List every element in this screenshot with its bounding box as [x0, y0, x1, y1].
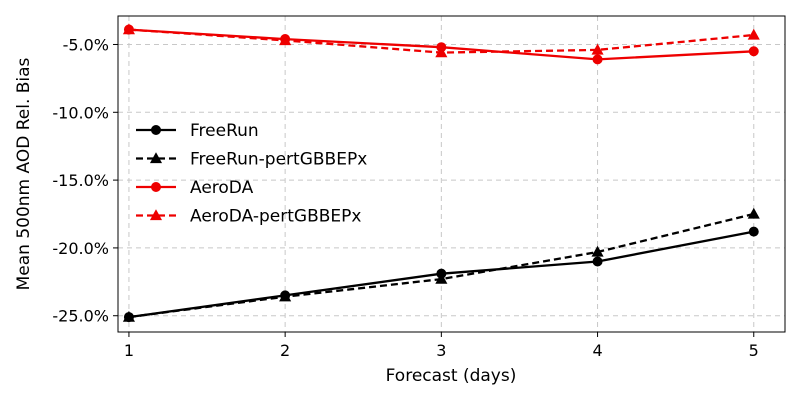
legend-item-freerun: FreeRun: [136, 121, 259, 141]
legend-label: FreeRun: [190, 121, 259, 141]
x-axis-label: Forecast (days): [386, 366, 517, 386]
x-tick-label: 5: [749, 341, 759, 360]
legend: FreeRun FreeRun-pertGBBEPx AeroDA AeroDA-pe…: [136, 121, 367, 227]
data-point-freerun-pertgbbepx: [122, 310, 135, 322]
data-point-aeroda-pertgbbepx: [747, 28, 760, 40]
x-tick-label: 2: [280, 341, 290, 360]
legend-marker: [149, 209, 163, 221]
x-tick-label: 4: [592, 341, 602, 360]
data-point-aeroda-pertgbbepx: [122, 23, 135, 35]
y-tick-label: -10.0%: [52, 103, 109, 122]
data-point-aeroda-pertgbbepx: [435, 46, 448, 58]
data-point-freerun-pertgbbepx: [747, 207, 760, 219]
data-point-aeroda-pertgbbepx: [279, 34, 292, 46]
data-point-aeroda: [748, 46, 759, 57]
y-tick-label: -20.0%: [52, 239, 109, 258]
grid: [118, 16, 785, 332]
y-axis-label: Mean 500nm AOD Rel. Bias: [14, 57, 34, 290]
y-tick-label: -5.0%: [63, 35, 109, 54]
legend-marker: [149, 152, 163, 164]
series-layer: [122, 23, 760, 323]
data-point-aeroda-pertgbbepx: [591, 43, 604, 55]
x-tick-label: 1: [124, 341, 134, 360]
legend-marker: [151, 182, 161, 192]
x-tick-label: 3: [436, 341, 446, 360]
data-point-freerun-pertgbbepx: [435, 272, 448, 284]
legend-marker: [151, 125, 161, 135]
legend-item-aeroda-pertgbbepx: AeroDA-pertGBBEPx: [136, 207, 361, 227]
data-point-freerun-pertgbbepx: [591, 245, 604, 257]
legend-item-freerun-pertgbbepx: FreeRun-pertGBBEPx: [136, 150, 367, 170]
data-point-freerun-pertgbbepx: [279, 290, 292, 302]
data-point-aeroda: [592, 54, 603, 65]
legend-item-aeroda: AeroDA: [136, 178, 254, 198]
data-point-freerun: [592, 256, 603, 267]
legend-label: AeroDA-pertGBBEPx: [190, 207, 361, 227]
y-tick-label: -15.0%: [52, 171, 109, 190]
series-aeroda-pertgbbepx: [122, 23, 760, 58]
series-freerun-pertgbbepx: [122, 207, 760, 322]
plot-frame: [117, 15, 786, 333]
y-tick-label: -25.0%: [52, 307, 109, 326]
axis-ticks: 1 2 3 4 5 -25.0% -20.0% -15.0% -10.0% -5.0%: [52, 35, 758, 360]
series-line-freerun-pertgbbepx: [128, 212, 755, 319]
legend-label: FreeRun-pertGBBEPx: [190, 150, 367, 170]
legend-label: AeroDA: [190, 178, 254, 198]
data-point-freerun: [748, 226, 759, 237]
